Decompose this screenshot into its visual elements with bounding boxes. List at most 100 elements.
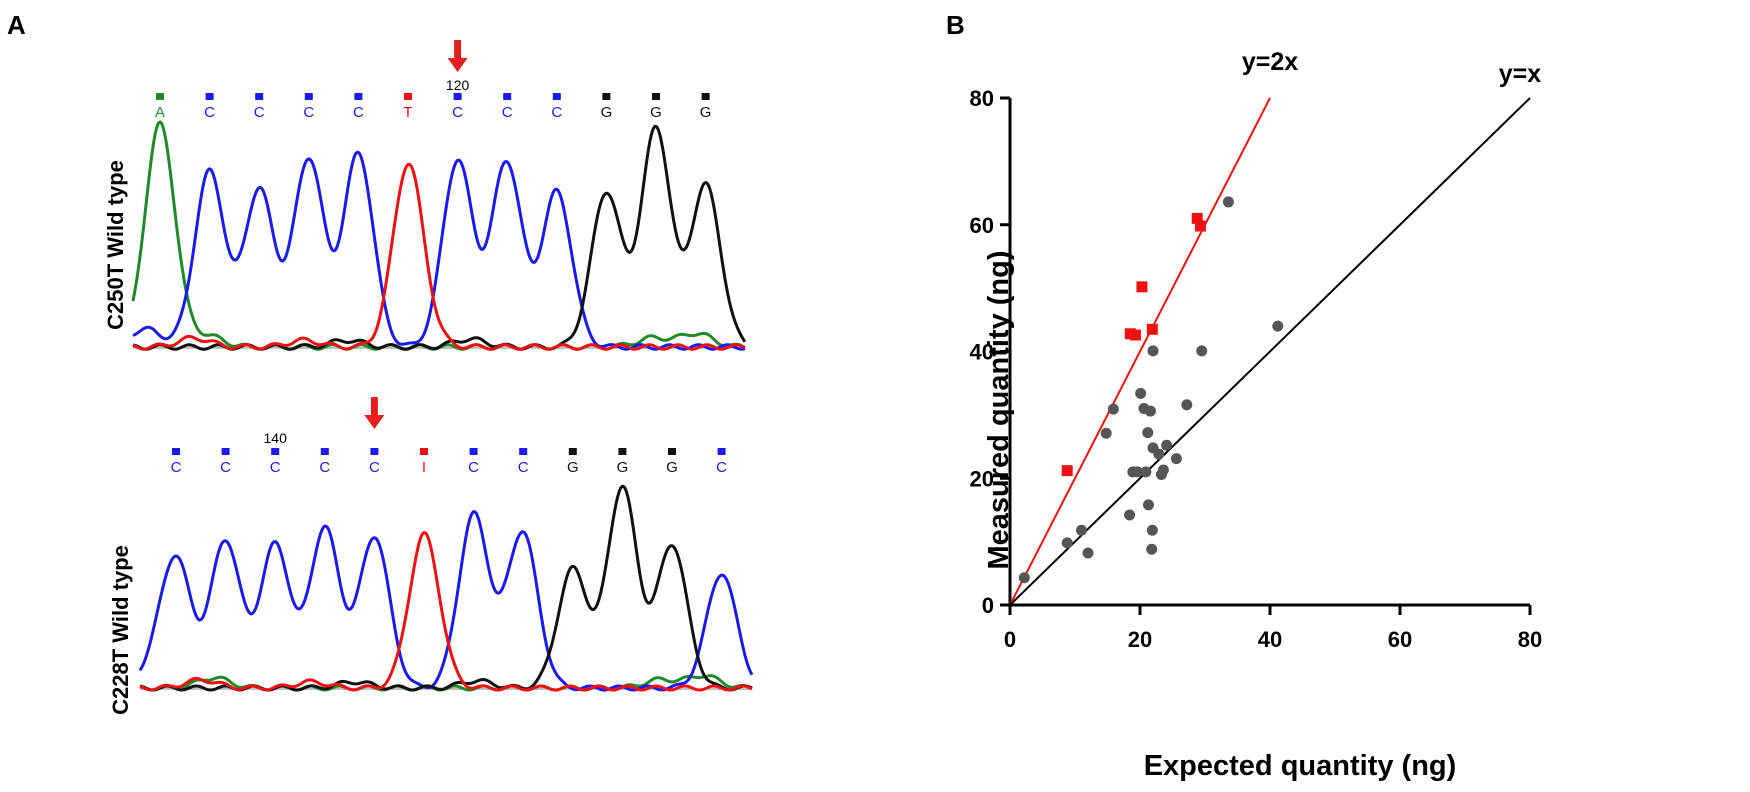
x-tick-label: 80 <box>1518 627 1542 652</box>
x-tick-label: 40 <box>1258 627 1282 652</box>
base-letter: C <box>303 104 314 121</box>
reference-line-yx <box>1009 97 1531 606</box>
trace-c <box>138 510 754 692</box>
base-marker <box>420 448 428 455</box>
base-letter: C <box>204 104 215 121</box>
base-letter: C <box>220 459 231 476</box>
base-marker <box>568 448 577 455</box>
data-point-circle <box>1222 196 1234 208</box>
base-marker <box>404 93 412 100</box>
base-letter: C <box>452 104 463 121</box>
base-letter: I <box>422 459 426 476</box>
data-point-circle <box>1142 427 1154 439</box>
chromatogram-label: C228T Wild type <box>108 545 133 715</box>
data-point-circle <box>1135 387 1147 399</box>
data-point-circle <box>1272 320 1284 332</box>
base-letter: G <box>650 104 662 121</box>
base-letter: C <box>369 459 380 476</box>
base-marker <box>271 448 280 455</box>
base-marker <box>717 448 726 455</box>
base-marker <box>304 93 313 100</box>
base-letter: G <box>567 459 579 476</box>
base-letter: C <box>254 104 265 121</box>
base-marker <box>552 93 561 100</box>
base-letter: C <box>502 104 513 121</box>
base-marker <box>453 93 462 100</box>
x-tick-label: 60 <box>1388 627 1412 652</box>
data-point-circle <box>1100 427 1112 439</box>
base-letter: G <box>700 104 712 121</box>
base-letter: C <box>551 104 562 121</box>
base-marker <box>469 448 478 455</box>
data-point-circle <box>1170 453 1182 465</box>
data-point-circle <box>1153 448 1165 460</box>
chromatogram-label: C250T Wild type <box>103 160 128 330</box>
base-letter: C <box>518 459 529 476</box>
x-axis-title: Expected quantity (ng) <box>1144 750 1457 782</box>
base-marker <box>172 448 180 455</box>
chromatogram-c250t: C250T Wild type A C C C C T C C C G G G 120 <box>103 40 747 351</box>
data-point-square <box>1061 465 1073 477</box>
data-point-circle <box>1146 543 1158 555</box>
data-point-circle <box>1107 403 1119 415</box>
base-marker <box>320 448 329 455</box>
reference-line-label: y=x <box>1499 60 1542 88</box>
base-letter: G <box>601 104 613 121</box>
panel-letter-b: B <box>946 10 965 40</box>
data-point-circle <box>1018 572 1030 584</box>
reference-line-label: y=2x <box>1242 48 1298 76</box>
base-letter: C <box>468 459 479 476</box>
base-letter: G <box>617 459 629 476</box>
base-marker <box>221 448 230 455</box>
y-tick-label: 0 <box>982 593 994 618</box>
data-point-circle <box>1146 524 1158 536</box>
base-letter: A <box>155 104 165 121</box>
base-marker <box>205 93 214 100</box>
base-letter: C <box>319 459 330 476</box>
chromatogram-traces: C C C C C I C C G G G C 140 <box>138 397 754 692</box>
base-marker <box>519 448 528 455</box>
base-letter: G <box>666 459 678 476</box>
data-point-circle <box>1140 466 1152 478</box>
data-point-circle <box>1142 499 1154 511</box>
panel-letter-a: A <box>7 10 26 40</box>
data-point-circle <box>1147 345 1159 357</box>
data-point-circle <box>1196 345 1208 357</box>
data-point-circle <box>1144 405 1156 417</box>
y-tick-label: 60 <box>970 213 994 238</box>
base-marker <box>618 448 627 455</box>
base-marker <box>503 93 512 100</box>
position-label: 140 <box>264 430 288 446</box>
data-point-square <box>1194 220 1206 232</box>
position-label: 120 <box>446 77 470 93</box>
data-point-circle <box>1061 537 1073 549</box>
base-letter: C <box>353 104 364 121</box>
base-marker <box>668 448 676 455</box>
data-point-square <box>1191 212 1203 224</box>
data-point-circle <box>1161 439 1173 451</box>
base-marker <box>156 93 164 100</box>
base-letter: C <box>171 459 182 476</box>
base-marker <box>602 93 611 100</box>
mutation-arrow-icon <box>364 397 385 429</box>
base-letter: C <box>270 459 281 476</box>
base-letter: T <box>403 104 412 121</box>
data-point-square <box>1136 281 1148 293</box>
y-tick-label: 20 <box>970 466 994 491</box>
base-letter: C <box>716 459 727 476</box>
y-tick-label: 40 <box>970 340 994 365</box>
scatter-chart: Measured quantity (ng) Expected quantity… <box>970 48 1543 782</box>
data-point-circle <box>1124 509 1136 521</box>
base-marker <box>255 93 264 100</box>
data-point-square <box>1146 323 1158 335</box>
mutation-arrow-icon <box>447 40 468 72</box>
trace-t <box>132 162 746 351</box>
base-marker <box>370 448 379 455</box>
base-marker <box>354 93 363 100</box>
base-marker <box>701 93 710 100</box>
data-point-square <box>1129 329 1141 341</box>
data-point-circle <box>1076 524 1087 536</box>
data-point-circle <box>1157 464 1169 476</box>
trace-t <box>139 531 753 692</box>
